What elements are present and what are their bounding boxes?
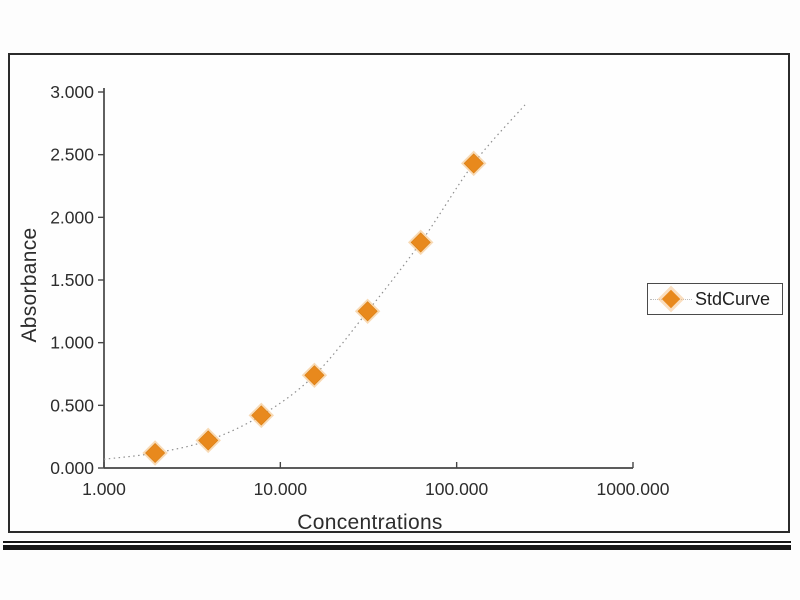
legend[interactable]: StdCurve (647, 283, 783, 315)
chart-panel: 0.000 0.500 1.000 1.500 2.000 2.500 3.000 1.000… (8, 53, 790, 534)
legend-label: StdCurve (695, 288, 771, 309)
data-point[interactable] (198, 430, 219, 451)
data-point[interactable] (357, 301, 378, 322)
y-tick-label: 1.000 (50, 333, 94, 353)
x-tick-label: 1000.000 (596, 479, 669, 499)
data-point[interactable] (304, 365, 325, 386)
y-tick-label: 1.500 (50, 270, 94, 290)
data-point[interactable] (251, 405, 272, 426)
y-tick-label: 0.500 (50, 395, 94, 415)
legend-diamond-icon (650, 288, 692, 310)
bottom-divider-bar (3, 541, 791, 550)
y-tick-label: 3.000 (50, 82, 94, 102)
y-tick-label: 2.500 (50, 145, 94, 165)
x-tick-label: 100.000 (425, 479, 489, 499)
data-point[interactable] (410, 232, 431, 253)
chart-svg: 0.000 0.500 1.000 1.500 2.000 2.500 3.000 1.000… (50, 82, 670, 499)
y-tick-label: 0.000 (50, 458, 94, 478)
data-point[interactable] (463, 153, 484, 174)
y-axis-title: Absorbance (18, 227, 41, 343)
fit-curve (103, 104, 526, 460)
x-tick-label: 10.000 (254, 479, 308, 499)
x-tick-label: 1.000 (82, 479, 126, 499)
data-point[interactable] (145, 442, 166, 464)
x-axis-title: Concentrations (297, 511, 443, 534)
y-tick-label: 2.000 (50, 207, 94, 227)
